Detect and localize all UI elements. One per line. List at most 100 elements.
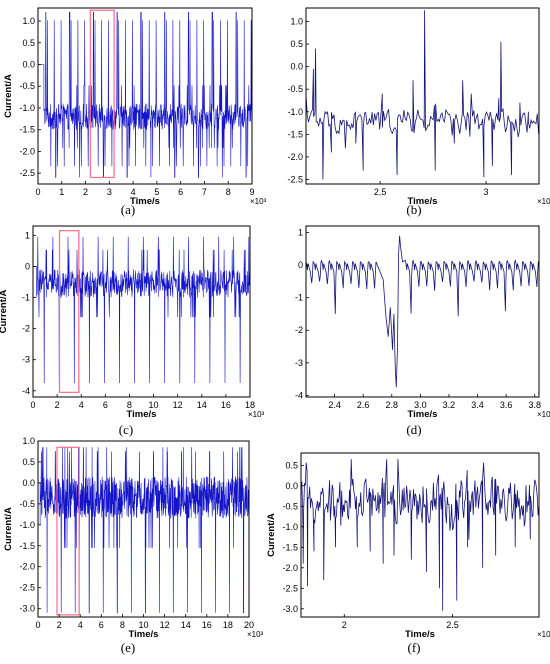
y-tick-label: -3.0 (282, 604, 298, 614)
panel-label: (e) (121, 640, 135, 655)
y-axis-title: Current/A (3, 507, 14, 551)
x-tick-label: 9 (249, 187, 254, 197)
x-unit-label: ×10³ (537, 410, 550, 419)
y-tick-label: -1.5 (19, 541, 35, 551)
y-tick-label: 0.5 (22, 457, 35, 467)
x-axis-title: Time/s (129, 629, 159, 640)
x-tick-label: 2 (342, 620, 347, 630)
x-tick-label: 4 (78, 620, 83, 630)
plot-frame (305, 7, 540, 185)
x-tick-label: 3 (484, 187, 489, 197)
x-tick-label: 3.2 (443, 400, 456, 410)
y-tick-label: -0.5 (282, 501, 298, 511)
x-tick-label: 20 (244, 620, 254, 630)
x-tick-label: 3 (107, 187, 112, 197)
x-tick-label: 2.5 (446, 620, 459, 630)
x-tick-label: 6 (99, 620, 104, 630)
y-tick-label: -0.5 (19, 499, 35, 509)
x-tick-label: 12 (173, 400, 183, 410)
y-tick-label: 1.0 (290, 17, 303, 27)
x-tick-label: 2 (55, 400, 60, 410)
plot-frame (300, 452, 540, 618)
y-tick-label: 1 (25, 230, 30, 240)
plot-frame (32, 225, 251, 398)
x-tick-label: 5 (154, 187, 159, 197)
x-tick-label: 4 (131, 187, 136, 197)
y-tick-label: -1.5 (287, 129, 303, 139)
series-line (38, 12, 252, 178)
y-tick-label: 0.5 (285, 460, 298, 470)
x-unit-label: ×10³ (248, 410, 265, 419)
x-tick-label: 7 (202, 187, 207, 197)
chart-panel-5: 1.0 0.5 0.0 -0.5 -1.0 -1.5 -2.0 -2.5 -3.00 2 4 6 8 10… (3, 436, 264, 655)
y-tick-label: -2.0 (19, 146, 35, 156)
y-tick-label: -1.5 (19, 125, 35, 135)
y-tick-label: -1 (295, 293, 303, 303)
y-tick-label: -2.0 (282, 563, 298, 573)
y-tick-label: 1.0 (22, 436, 35, 446)
x-tick-label: 12 (160, 620, 170, 630)
y-tick-label: -2 (295, 325, 303, 335)
y-tick-label: 0.0 (285, 481, 298, 491)
y-axis-title: Current/A (3, 74, 14, 118)
x-tick-label: 0 (35, 620, 40, 630)
y-tick-label: 1 (298, 228, 303, 238)
chart-panel-2: 1.0 0.5 0.0 -0.5 -1.0 -1.5 -2.0 -2.5 2.5 3 Time/s ×… (287, 7, 550, 217)
y-tick-label: 0.0 (290, 62, 303, 72)
y-tick-label: -4 (22, 386, 30, 396)
y-tick-label: -2.0 (19, 562, 35, 572)
x-axis-title: Time/s (408, 196, 438, 207)
x-unit-label: ×10³ (250, 197, 267, 206)
y-tick-label: 0 (298, 260, 303, 270)
y-tick-label: 0 (25, 261, 30, 271)
x-tick-label: 2 (83, 187, 88, 197)
y-tick-label: -2.5 (19, 168, 35, 178)
x-tick-label: 2.4 (328, 400, 341, 410)
y-tick-label: -3 (295, 358, 303, 368)
plot-frame (305, 225, 540, 398)
y-tick-label: -3 (22, 355, 30, 365)
x-tick-label: 8 (127, 400, 132, 410)
panel-label: (a) (121, 202, 135, 217)
y-tick-label: -1.0 (287, 107, 303, 117)
series-line (306, 235, 539, 388)
y-tick-label: -2 (22, 324, 30, 334)
x-unit-label: ×10³ (537, 197, 550, 206)
x-tick-label: 3.6 (500, 400, 513, 410)
x-tick-label: 18 (223, 620, 233, 630)
chart-panel-6: 0.5 0.0 -0.5 -1.0 -1.5 -2.0 -2.5 -3.0 2 2.5 Time/s… (266, 452, 550, 655)
x-axis-title: Time/s (130, 196, 160, 207)
y-tick-label: -2.5 (282, 583, 298, 593)
x-tick-label: 2.6 (357, 400, 370, 410)
y-tick-label: -1.0 (19, 103, 35, 113)
x-tick-label: 8 (226, 187, 231, 197)
zoom-highlight-box (56, 446, 80, 616)
zoom-highlight-box (58, 230, 80, 393)
x-tick-label: 4 (79, 400, 84, 410)
x-tick-label: 6 (103, 400, 108, 410)
x-tick-label: 16 (202, 620, 212, 630)
series-line (301, 459, 539, 611)
x-unit-label: ×10³ (247, 630, 264, 639)
chart-panel-4: 1 0 -1 -2 -3 -4 2.4 2.6 2.8 3.0 3.2 3.4 3.6 3.8 Time/s… (295, 225, 550, 437)
series-line (38, 447, 249, 614)
y-tick-label: 0.5 (290, 39, 303, 49)
panel-label: (c) (119, 422, 133, 437)
x-tick-label: 3.8 (528, 400, 541, 410)
y-tick-label: -2.5 (19, 583, 35, 593)
y-axis-title: Current/A (0, 289, 9, 333)
y-tick-label: -1.0 (282, 522, 298, 532)
x-tick-label: 2 (57, 620, 62, 630)
x-tick-label: 0 (35, 187, 40, 197)
y-tick-label: 0.5 (22, 38, 35, 48)
zoom-highlight-box (89, 9, 115, 179)
x-tick-label: 10 (138, 620, 148, 630)
x-tick-label: 18 (245, 400, 255, 410)
y-tick-label: 0.0 (22, 478, 35, 488)
panel-label: (b) (406, 202, 421, 217)
y-tick-label: -0.5 (19, 81, 35, 91)
x-tick-label: 14 (181, 620, 191, 630)
x-unit-label: ×10³ (537, 630, 550, 639)
x-tick-label: 1 (59, 187, 64, 197)
